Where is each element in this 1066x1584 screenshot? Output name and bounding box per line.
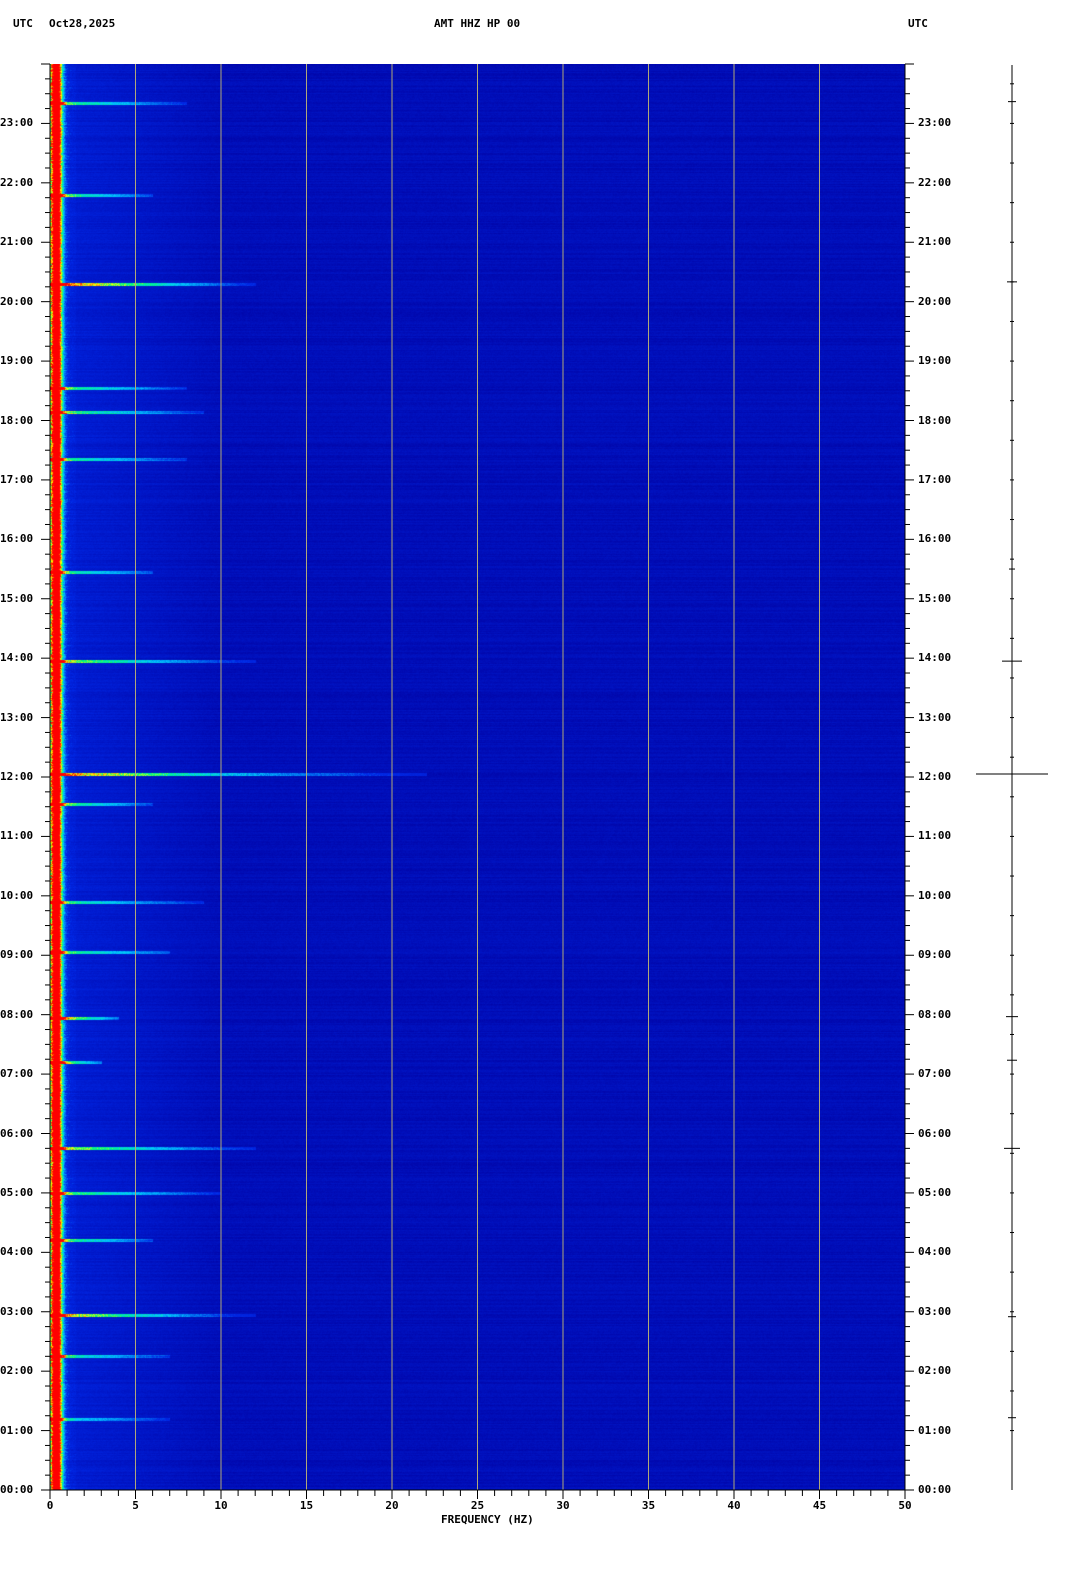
date-label: Oct28,2025 xyxy=(49,17,116,30)
y-tick-label-left: 20:00 xyxy=(0,294,34,308)
y-tick-label-right: 02:00 xyxy=(918,1364,952,1378)
y-tick-label-right: 16:00 xyxy=(918,532,952,546)
y-tick-label-right: 03:00 xyxy=(918,1304,952,1318)
x-tick-label: 5 xyxy=(132,1499,139,1512)
y-tick-label-right: 09:00 xyxy=(918,948,952,962)
x-tick-label: 25 xyxy=(470,1499,485,1512)
x-tick-label: 10 xyxy=(214,1499,228,1512)
y-tick-label-left: 23:00 xyxy=(0,116,34,130)
y-tick-label-right: 17:00 xyxy=(918,472,952,486)
y-tick-label-left: 03:00 xyxy=(0,1304,34,1318)
chart-title: AMT HHZ HP 00 xyxy=(434,17,521,30)
y-tick-label-right: 05:00 xyxy=(918,1185,952,1199)
x-tick-label: 35 xyxy=(641,1499,656,1512)
y-tick-label-right: 00:00 xyxy=(918,1483,952,1496)
y-tick-label-right: 22:00 xyxy=(918,175,952,189)
x-tick-label: 0 xyxy=(46,1499,54,1512)
x-tick-label: 45 xyxy=(812,1499,827,1512)
y-tick-label-left: 08:00 xyxy=(0,1007,34,1021)
y-tick-label-right: 08:00 xyxy=(918,1007,952,1021)
y-tick-label-left: 10:00 xyxy=(0,888,34,902)
x-tick-label: 50 xyxy=(898,1499,912,1512)
x-axis-label: FREQUENCY (HZ) xyxy=(441,1513,534,1526)
y-tick-label-left: 07:00 xyxy=(0,1067,34,1081)
y-tick-label-right: 07:00 xyxy=(918,1067,952,1081)
y-tick-label-left: 06:00 xyxy=(0,1126,34,1140)
y-tick-label-right: 15:00 xyxy=(918,591,952,605)
y-tick-label-left: 13:00 xyxy=(0,710,34,724)
y-tick-label-left: 16:00 xyxy=(0,532,34,546)
y-tick-label-right: 11:00 xyxy=(918,829,952,843)
y-tick-label-right: 01:00 xyxy=(918,1423,952,1437)
timezone-left: UTC xyxy=(13,17,33,30)
y-tick-label-right: 12:00 xyxy=(918,770,952,783)
x-tick-label: 30 xyxy=(556,1499,570,1512)
y-tick-label-left: 12:00 xyxy=(0,770,34,783)
y-tick-label-left: 18:00 xyxy=(0,413,34,427)
y-tick-label-left: 17:00 xyxy=(0,472,34,486)
y-tick-label-left: 02:00 xyxy=(0,1364,34,1378)
y-tick-label-left: 14:00 xyxy=(0,651,34,665)
x-tick-label: 40 xyxy=(727,1499,741,1512)
y-tick-label-right: 14:00 xyxy=(918,651,952,665)
y-tick-label-left: 22:00 xyxy=(0,175,34,189)
y-tick-label-right: 19:00 xyxy=(918,354,952,368)
y-tick-label-left: 19:00 xyxy=(0,354,34,368)
y-tick-label-left: 15:00 xyxy=(0,591,34,605)
y-tick-label-left: 11:00 xyxy=(0,829,34,843)
y-tick-label-right: 04:00 xyxy=(918,1245,952,1259)
x-tick-label: 20 xyxy=(385,1499,399,1512)
y-tick-label-left: 05:00 xyxy=(0,1185,34,1199)
y-tick-label-right: 20:00 xyxy=(918,294,952,308)
y-tick-label-left: 01:00 xyxy=(0,1423,34,1437)
y-tick-label-right: 06:00 xyxy=(918,1126,952,1140)
y-tick-label-left: 00:00 xyxy=(0,1483,34,1496)
y-tick-label-right: 13:00 xyxy=(918,710,952,724)
y-tick-label-left: 09:00 xyxy=(0,948,34,962)
y-tick-label-right: 10:00 xyxy=(918,888,952,902)
timezone-right: UTC xyxy=(908,17,928,30)
y-tick-label-left: 21:00 xyxy=(0,235,34,249)
y-tick-label-right: 23:00 xyxy=(918,116,952,130)
y-tick-label-right: 18:00 xyxy=(918,413,952,427)
y-tick-label-left: 04:00 xyxy=(0,1245,34,1259)
x-tick-label: 15 xyxy=(299,1499,314,1512)
y-tick-label-right: 21:00 xyxy=(918,235,952,249)
